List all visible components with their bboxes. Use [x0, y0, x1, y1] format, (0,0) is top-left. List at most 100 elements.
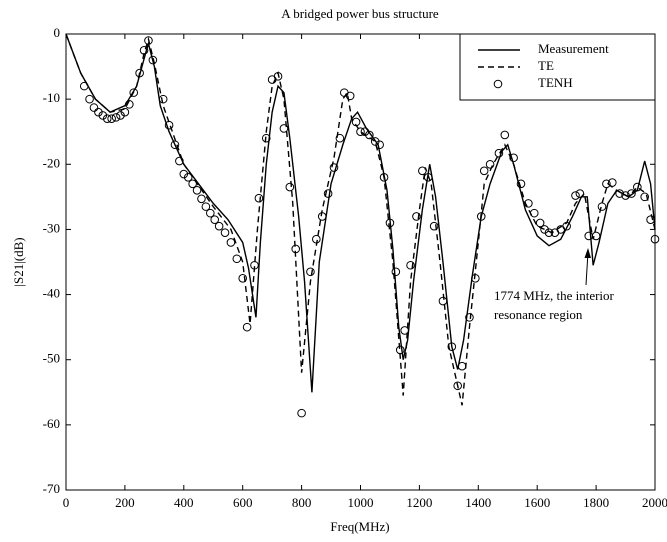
data-point	[183, 173, 193, 182]
data-point	[273, 72, 283, 81]
data-point	[129, 88, 139, 97]
x-tick-label: 200	[115, 495, 135, 510]
x-tick-label: 1000	[348, 495, 374, 510]
x-tick-label: 800	[292, 495, 312, 510]
data-point	[250, 260, 259, 270]
data-point	[646, 215, 655, 224]
data-point	[89, 103, 99, 112]
y-tick-label: -20	[43, 155, 60, 170]
x-tick-label: 400	[174, 495, 194, 510]
data-point	[148, 55, 158, 65]
data-point	[192, 186, 202, 195]
x-axis-label: Freq(MHz)	[330, 519, 389, 534]
data-point	[621, 191, 630, 200]
data-point	[144, 36, 153, 45]
data-point	[391, 267, 401, 277]
data-point	[201, 202, 211, 211]
data-point	[471, 273, 480, 283]
data-point	[447, 342, 457, 351]
data-point	[285, 182, 295, 192]
y-tick-label: -70	[43, 481, 60, 496]
x-tick-label: 1200	[406, 495, 432, 510]
data-point	[107, 114, 116, 123]
data-point	[312, 234, 321, 244]
y-tick-label: -60	[43, 416, 60, 431]
data-point	[291, 244, 301, 254]
data-point	[640, 192, 649, 202]
x-tick-label: 1400	[465, 495, 491, 510]
x-tick-label: 1800	[583, 495, 609, 510]
data-point	[650, 234, 660, 244]
plot-frame	[65, 33, 656, 491]
data-point	[94, 107, 103, 117]
data-point	[120, 107, 130, 117]
x-tick-label: 600	[233, 495, 253, 510]
data-point	[575, 189, 585, 198]
data-point	[544, 228, 554, 237]
data-point	[323, 189, 333, 198]
data-point	[85, 94, 94, 104]
data-point	[279, 124, 289, 133]
data-point	[306, 267, 315, 277]
data-point	[179, 169, 189, 179]
y-tick-label: -10	[43, 90, 60, 105]
data-point	[356, 127, 365, 137]
data-point	[232, 254, 242, 264]
data-point	[102, 114, 112, 123]
data-point	[633, 182, 642, 192]
data-point	[188, 179, 197, 189]
data-point	[379, 173, 389, 182]
data-point	[261, 133, 271, 143]
data-point	[562, 221, 571, 231]
data-point	[476, 212, 486, 221]
data-point	[529, 208, 539, 218]
data-point	[406, 260, 415, 270]
data-point	[438, 296, 448, 306]
x-tick-label: 2000	[642, 495, 667, 510]
data-point	[465, 313, 474, 322]
data-point	[329, 163, 339, 172]
series-line	[65, 33, 656, 406]
data-point	[535, 218, 545, 228]
data-point	[571, 191, 580, 200]
data-point	[297, 408, 306, 418]
legend-label: TENH	[538, 75, 573, 90]
data-point	[170, 140, 180, 150]
data-point	[627, 189, 636, 198]
data-point	[494, 148, 504, 158]
data-point	[429, 221, 439, 231]
data-point	[175, 156, 184, 166]
data-point	[597, 202, 607, 211]
data-point	[360, 127, 370, 137]
data-point	[453, 381, 462, 391]
data-point	[607, 178, 617, 187]
data-point	[375, 140, 384, 150]
data-point	[79, 81, 89, 91]
data-point	[412, 212, 421, 221]
legend-label: TE	[538, 58, 554, 73]
data-point	[370, 137, 380, 146]
data-point	[615, 189, 624, 198]
data-point	[214, 221, 224, 231]
data-point	[385, 218, 395, 228]
legend-marker	[493, 79, 503, 89]
y-tick-label: 0	[54, 25, 61, 40]
data-point	[584, 231, 594, 241]
series-line	[65, 33, 656, 393]
data-point	[116, 111, 125, 120]
data-point	[457, 361, 467, 371]
data-point	[365, 130, 374, 140]
data-point	[345, 91, 355, 101]
data-point	[395, 345, 405, 355]
data-point	[98, 111, 108, 120]
data-point	[509, 153, 518, 163]
data-point	[540, 225, 549, 234]
y-tick-label: -30	[43, 220, 60, 235]
data-point	[135, 68, 144, 78]
data-point	[423, 173, 433, 182]
data-point	[524, 199, 533, 208]
data-point	[516, 179, 526, 189]
data-point	[351, 117, 361, 127]
y-tick-label: -50	[43, 351, 60, 366]
